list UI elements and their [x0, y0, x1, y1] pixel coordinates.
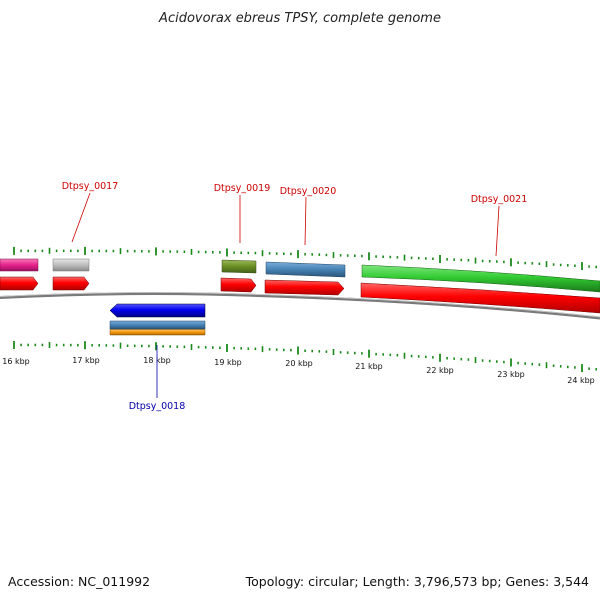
gene-label-0017: Dtpsy_0017 [62, 181, 119, 192]
feature-bar-magenta [0, 258, 39, 272]
leader-0020 [304, 196, 307, 246]
scale-label-17kbp: 17 kbp [72, 356, 100, 365]
cds-arrow-0017 [52, 276, 90, 291]
category-track [0, 258, 600, 293]
map-title: Acidovorax ebreus TPSY, complete genome [158, 11, 441, 26]
scale-label-21kbp: 21 kbp [355, 362, 383, 371]
scale-label-22kbp: 22 kbp [426, 366, 454, 375]
forward-strand-track [0, 276, 600, 314]
cds-arrow-0016 [0, 276, 39, 291]
gene-label-0021: Dtpsy_0021 [471, 194, 528, 205]
scale-label-24kbp: 24 kbp [567, 376, 595, 385]
gene-label-0019: Dtpsy_0019 [214, 183, 271, 194]
scale-label-19kbp: 19 kbp [214, 358, 242, 367]
gene-label-0020: Dtpsy_0020 [280, 186, 337, 197]
reverse-strand-track [109, 303, 206, 336]
gene-label-leaders [71, 192, 500, 398]
feature-bar-grey [52, 258, 90, 272]
cds-arrow-0018 [109, 303, 206, 318]
feature-bar-steelblue [265, 261, 346, 278]
scale-label-20kbp: 20 kbp [285, 359, 313, 368]
genome-backbone [0, 291, 600, 320]
scale-label-23kbp: 23 kbp [497, 370, 525, 379]
leader-0017 [71, 192, 91, 243]
feature-bar-green [361, 264, 600, 293]
genome-backbone-highlight [0, 292, 600, 318]
cds-arrow-0021 [360, 282, 600, 314]
feature-bar-steelblue-lower [109, 320, 206, 330]
outer-tick-ring [13, 246, 598, 271]
gene-label-0018: Dtpsy_0018 [129, 401, 186, 412]
cds-arrow-0020 [264, 279, 345, 296]
inner-tick-ring [13, 341, 598, 373]
gene-labels: Dtpsy_0017 Dtpsy_0018 Dtpsy_0019 Dtpsy_0… [62, 181, 528, 412]
scale-labels: 16 kbp 17 kbp 18 kbp 19 kbp 20 kbp 21 kb… [2, 356, 595, 385]
feature-bar-orange [109, 329, 206, 336]
genome-summary-text: Topology: circular; Length: 3,796,573 bp… [245, 574, 589, 589]
leader-0021 [495, 205, 500, 257]
scale-label-16kbp: 16 kbp [2, 357, 30, 366]
accession-text: Accession: NC_011992 [8, 574, 150, 589]
cds-arrow-0019 [220, 277, 257, 293]
feature-bar-olive [221, 259, 257, 274]
